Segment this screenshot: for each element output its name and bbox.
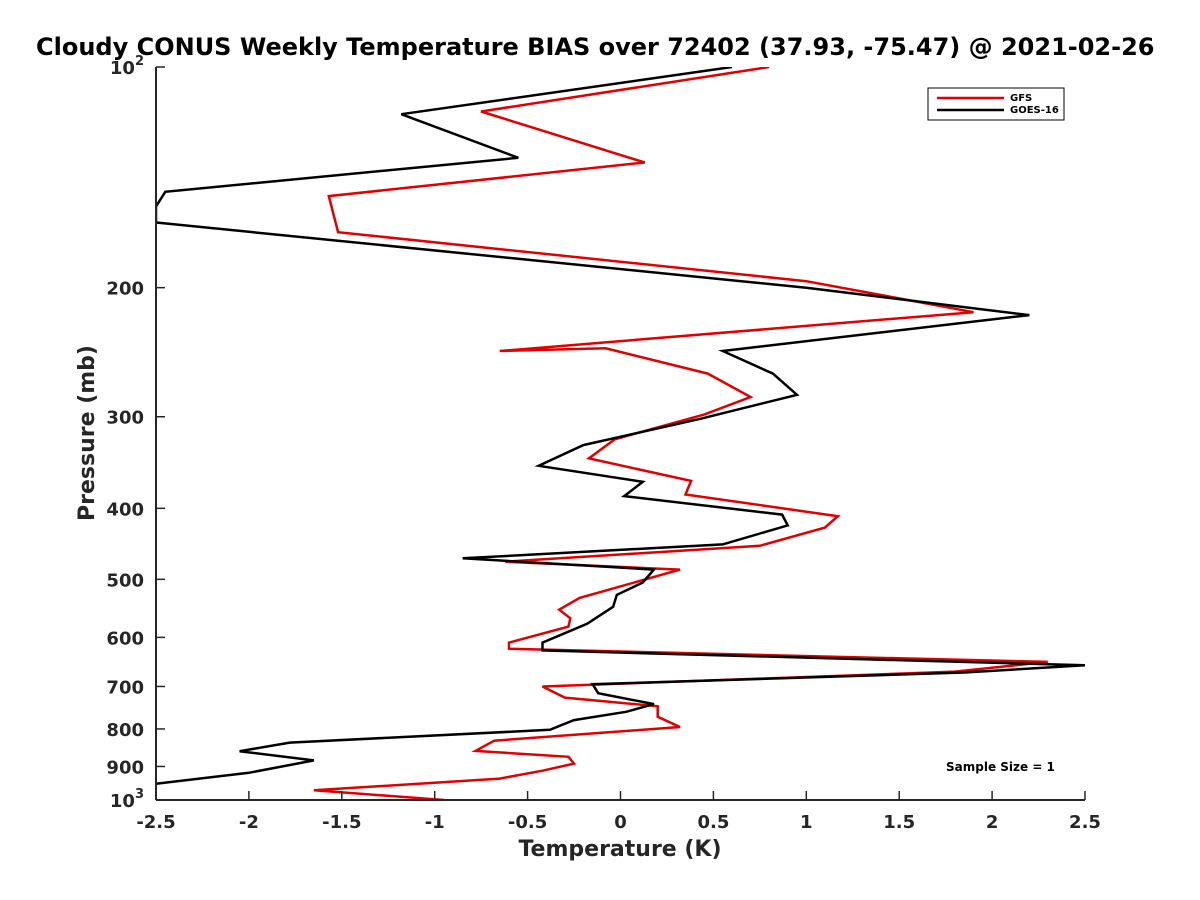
- series-line-goes16: [156, 67, 1085, 785]
- x-tick-label: -0.5: [508, 812, 547, 833]
- series-line-gfs: [313, 67, 1048, 800]
- legend-box: [927, 87, 1065, 121]
- x-tick-label: 0.5: [697, 812, 729, 833]
- y-tick-label: 600: [106, 628, 144, 649]
- x-tick-label: 2: [986, 812, 999, 833]
- x-axis-label: Temperature (K): [518, 837, 721, 862]
- sample-size-annotation: Sample Size = 1: [946, 760, 1055, 774]
- legend: GFS GOES-16: [927, 87, 1065, 121]
- ticks-layer: -2.5 -2 -1.5 -1 -0.5 0 0.5 1 1.5 2 2.5 102 200 300 400…: [106, 54, 1101, 833]
- y-tick-label: 102: [110, 54, 144, 79]
- legend-label-goes16: GOES-16: [1010, 105, 1059, 116]
- x-tick-label: 1.5: [883, 812, 915, 833]
- chart-title: Cloudy CONUS Weekly Temperature BIAS ove…: [36, 33, 1154, 61]
- y-tick-label: 200: [106, 279, 144, 300]
- y-tick-label: 800: [106, 720, 144, 741]
- y-tick-label: 103: [110, 787, 144, 812]
- legend-label-gfs: GFS: [1010, 93, 1032, 104]
- x-tick-label: -2: [239, 812, 259, 833]
- y-tick-label: 400: [106, 499, 144, 520]
- series-layer: [156, 67, 1085, 800]
- y-tick-label: 300: [106, 408, 144, 429]
- x-tick-label: -1: [425, 812, 445, 833]
- x-tick-label: -2.5: [136, 812, 175, 833]
- x-tick-label: 1: [800, 812, 813, 833]
- y-axis-label: Pressure (mb): [75, 345, 100, 521]
- y-tick-label: 500: [106, 570, 144, 591]
- x-tick-label: 2.5: [1069, 812, 1101, 833]
- x-tick-label: 0: [614, 812, 627, 833]
- y-tick-label: 700: [106, 677, 144, 698]
- plot-area: -2.5 -2 -1.5 -1 -0.5 0 0.5 1 1.5 2 2.5 102 200 300 400…: [106, 54, 1101, 833]
- x-tick-label: -1.5: [322, 812, 361, 833]
- y-tick-label: 900: [106, 757, 144, 778]
